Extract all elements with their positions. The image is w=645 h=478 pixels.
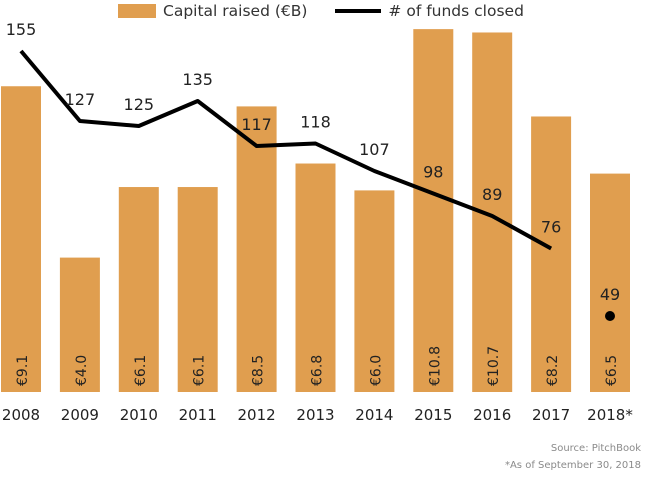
x-tick-label: 2017 bbox=[532, 406, 570, 424]
line-value-label: 49 bbox=[600, 285, 620, 304]
bar-2010 bbox=[118, 187, 159, 392]
x-tick-label: 2013 bbox=[296, 406, 334, 424]
legend-bar-label: Capital raised (€B) bbox=[163, 2, 308, 20]
bar-value-label: €10.7 bbox=[486, 346, 502, 386]
bar-2015 bbox=[413, 29, 454, 393]
bar-value-label: €6.5 bbox=[604, 355, 620, 386]
bar-2008 bbox=[1, 86, 41, 393]
funds-closed-point-2018 bbox=[605, 311, 615, 321]
line-series bbox=[19, 49, 615, 321]
bar-value-label: €8.2 bbox=[545, 355, 561, 386]
line-value-label: 155 bbox=[6, 20, 37, 39]
line-value-label: 135 bbox=[182, 70, 213, 89]
bar-2014 bbox=[354, 190, 395, 392]
data-labels: €9.1 €4.0 €6.1 €6.1 €8.5 €6.8 €6.0 €10.8 €10.7 €8… bbox=[6, 20, 620, 386]
bar-value-label: €6.1 bbox=[133, 355, 149, 386]
notes: Source: PitchBook *As of September 30, 2… bbox=[505, 440, 641, 474]
line-value-label: 118 bbox=[300, 113, 331, 132]
bar-value-label: €8.5 bbox=[251, 355, 267, 386]
bar-value-label: €9.1 bbox=[15, 355, 31, 386]
x-tick-label: 2014 bbox=[355, 406, 393, 424]
x-axis: 2008 2009 2010 2011 2012 2013 2014 2015 2016 2017… bbox=[2, 406, 633, 424]
bar-value-label: €4.0 bbox=[74, 355, 90, 386]
line-value-label: 76 bbox=[541, 218, 561, 237]
bar-value-label: €6.8 bbox=[310, 355, 326, 386]
x-tick-label: 2012 bbox=[238, 406, 276, 424]
bar-2013 bbox=[295, 163, 336, 392]
x-tick-label: 2016 bbox=[473, 406, 511, 424]
x-tick-label: 2015 bbox=[414, 406, 452, 424]
line-value-label: 125 bbox=[124, 95, 155, 114]
x-tick-label: 2010 bbox=[120, 406, 158, 424]
bar-2011 bbox=[177, 187, 218, 392]
x-tick-label: 2009 bbox=[61, 406, 99, 424]
line-value-label: 89 bbox=[482, 185, 502, 204]
x-tick-label: 2011 bbox=[179, 406, 217, 424]
legend-line-swatch bbox=[335, 9, 382, 13]
bar-value-label: €6.1 bbox=[192, 355, 208, 386]
legend-bar-swatch bbox=[118, 4, 156, 18]
bar-2009 bbox=[59, 257, 100, 392]
legend-line-label: # of funds closed bbox=[388, 2, 524, 20]
funds-closed-line bbox=[19, 49, 553, 251]
line-value-label: 117 bbox=[241, 115, 272, 134]
bar-2017 bbox=[531, 116, 572, 392]
x-tick-label: 2008 bbox=[2, 406, 40, 424]
bar-value-label: €6.0 bbox=[368, 355, 384, 386]
bar-value-label: €10.8 bbox=[427, 346, 443, 386]
source-note: Source: PitchBook bbox=[550, 443, 641, 454]
line-value-label: 98 bbox=[423, 163, 443, 182]
legend: Capital raised (€B) # of funds closed bbox=[118, 0, 524, 22]
bar-2012 bbox=[236, 106, 277, 393]
x-tick-label: 2018* bbox=[587, 406, 633, 424]
footnote: *As of September 30, 2018 bbox=[504, 460, 641, 471]
line-value-label: 127 bbox=[65, 90, 96, 109]
bar-series bbox=[1, 29, 630, 393]
bar-2018 bbox=[590, 173, 630, 392]
line-value-label: 107 bbox=[359, 140, 390, 159]
